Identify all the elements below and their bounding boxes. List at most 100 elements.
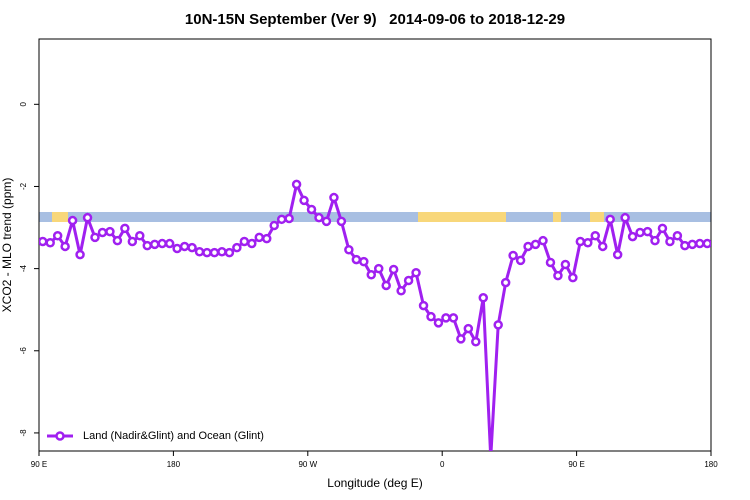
data-point bbox=[403, 275, 414, 286]
data-point bbox=[680, 240, 690, 251]
plot-frame bbox=[38, 38, 712, 452]
data-point bbox=[396, 286, 406, 296]
data-point bbox=[597, 241, 608, 252]
data-point bbox=[209, 247, 220, 258]
data-point bbox=[650, 235, 660, 246]
data-point bbox=[247, 238, 257, 249]
data-point bbox=[172, 243, 182, 254]
data-point bbox=[344, 244, 354, 255]
data-point bbox=[672, 231, 683, 241]
data-point bbox=[39, 236, 48, 247]
data-point bbox=[487, 454, 494, 461]
data-point bbox=[687, 239, 698, 250]
data-point bbox=[530, 239, 541, 250]
data-point bbox=[254, 232, 265, 243]
x-axis-label: Longitude (deg E) bbox=[327, 476, 422, 490]
y-tick-label: -2 bbox=[19, 182, 28, 190]
data-point bbox=[299, 195, 309, 206]
y-tick-label: -4 bbox=[19, 265, 28, 273]
data-point bbox=[560, 259, 571, 270]
data-point bbox=[67, 215, 78, 226]
data-point bbox=[575, 236, 586, 247]
data-point bbox=[463, 323, 474, 334]
data-point bbox=[179, 241, 190, 252]
data-point bbox=[418, 300, 429, 311]
plot-area bbox=[39, 179, 711, 461]
data-point bbox=[142, 240, 153, 251]
data-point bbox=[336, 216, 347, 227]
y-tick-label: -6 bbox=[19, 347, 28, 355]
data-point bbox=[75, 249, 85, 260]
data-point bbox=[359, 256, 369, 267]
data-point bbox=[217, 247, 227, 257]
data-point bbox=[448, 313, 459, 323]
data-point bbox=[187, 242, 197, 253]
data-point bbox=[120, 223, 130, 234]
data-point bbox=[665, 236, 675, 247]
data-point bbox=[329, 192, 339, 203]
data-point bbox=[232, 242, 242, 253]
data-point bbox=[583, 237, 593, 248]
chart-title: 10N-15N September (Ver 9) 2014-09-06 to … bbox=[185, 11, 565, 28]
y-axis-label: XCO2 - MLO trend (ppm) bbox=[0, 178, 14, 313]
data-point bbox=[426, 311, 436, 322]
data-point bbox=[373, 263, 384, 274]
data-point bbox=[135, 231, 145, 241]
data-point bbox=[523, 241, 533, 252]
data-point bbox=[239, 236, 250, 247]
x-tick-label: 90 E bbox=[31, 460, 47, 469]
data-point bbox=[657, 223, 668, 234]
data-point bbox=[276, 214, 287, 225]
data-point bbox=[45, 237, 55, 248]
data-point bbox=[194, 247, 205, 257]
data-point bbox=[695, 238, 705, 249]
data-point bbox=[500, 277, 511, 288]
data-point bbox=[202, 247, 212, 258]
data-point bbox=[433, 318, 444, 328]
data-point bbox=[553, 270, 563, 281]
legend-label: Land (Nadir&Glint) and Ocean (Glint) bbox=[83, 430, 264, 442]
data-point bbox=[456, 334, 466, 344]
data-point bbox=[52, 231, 63, 241]
data-point bbox=[478, 293, 489, 303]
data-point bbox=[82, 212, 93, 223]
data-point bbox=[97, 227, 108, 238]
data-point bbox=[642, 226, 653, 237]
data-point bbox=[612, 249, 623, 260]
data-point bbox=[702, 238, 711, 249]
data-point bbox=[605, 214, 615, 225]
data-point bbox=[314, 212, 324, 223]
data-point bbox=[112, 235, 123, 246]
data-point bbox=[306, 204, 317, 215]
data-point bbox=[568, 272, 578, 283]
y-tick-label: -8 bbox=[19, 429, 28, 437]
series-line bbox=[42, 179, 708, 451]
data-point bbox=[224, 247, 235, 258]
data-point bbox=[471, 336, 481, 347]
x-tick-label: 90 E bbox=[568, 460, 584, 469]
data-point bbox=[388, 264, 399, 275]
x-tick-label: 90 W bbox=[298, 460, 317, 469]
data-point bbox=[441, 313, 451, 323]
x-tick-label: 180 bbox=[167, 460, 181, 469]
data-point bbox=[590, 231, 601, 241]
data-point bbox=[515, 255, 526, 266]
data-point bbox=[127, 236, 138, 247]
land-ocean-band bbox=[39, 212, 711, 222]
data-point bbox=[105, 226, 115, 237]
data-point bbox=[366, 270, 377, 280]
data-point bbox=[411, 267, 421, 278]
x-tick-label: 180 bbox=[704, 460, 718, 469]
data-point bbox=[508, 250, 518, 261]
data-point bbox=[164, 238, 175, 249]
data-point bbox=[321, 216, 332, 227]
data-point bbox=[261, 233, 272, 244]
legend-marker bbox=[55, 431, 65, 441]
data-point bbox=[351, 254, 362, 265]
data-point bbox=[60, 241, 70, 252]
data-point bbox=[284, 213, 294, 224]
data-point bbox=[90, 232, 100, 243]
y-tick-label: 0 bbox=[19, 102, 28, 107]
data-point bbox=[157, 238, 167, 249]
